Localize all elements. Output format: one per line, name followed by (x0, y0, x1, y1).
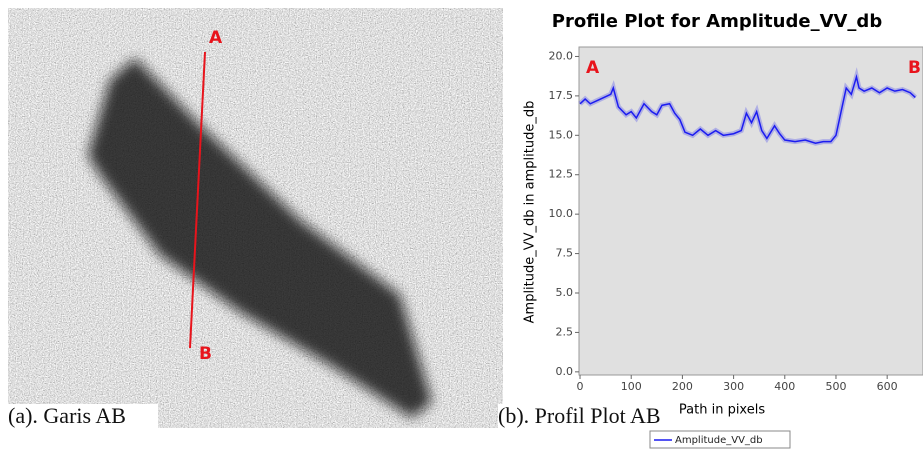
caption: (b). Profil Plot AB (498, 403, 661, 428)
series-line (579, 74, 916, 144)
plot-area (578, 46, 923, 376)
legend (649, 430, 791, 449)
caption-bg (498, 404, 650, 430)
x-tick-label: 400 (774, 380, 795, 393)
x-tick-label: 300 (723, 380, 744, 393)
profile-line (189, 51, 206, 349)
y-tick-label: 0.0 (556, 365, 574, 378)
y-tick-label: 17.5 (549, 89, 574, 102)
y-axis-label: Amplitude_VV_db in amplitude_db (523, 101, 538, 324)
x-axis-label: Path in pixels (679, 403, 765, 418)
caption: (a). Garis AB (8, 403, 126, 428)
chart-title: Profile Plot for Amplitude_VV_db (552, 11, 883, 32)
x-tick-label: 100 (621, 380, 642, 393)
x-tick-label: 200 (672, 380, 693, 393)
x-tick-label: 500 (825, 380, 846, 393)
x-tick-label: 600 (877, 380, 898, 393)
y-tick-label: 5.0 (556, 286, 574, 299)
y-tick-label: 20.0 (549, 49, 574, 62)
legend-label: Amplitude_VV_db (675, 435, 763, 446)
y-tick-label: 15.0 (549, 128, 574, 141)
y-tick-label: 10.0 (549, 207, 574, 220)
annotation-b: B (908, 58, 921, 78)
label-b: B (199, 344, 212, 364)
x-tick-label: 0 (577, 380, 584, 393)
y-tick-label: 12.5 (549, 168, 574, 181)
dark-streak (88, 58, 432, 418)
y-tick-label: 7.5 (556, 247, 574, 260)
label-a: A (209, 28, 223, 48)
annotation-a: A (586, 58, 600, 78)
y-tick-label: 2.5 (556, 325, 574, 338)
sar-image (8, 8, 503, 428)
caption-bg (8, 404, 158, 430)
